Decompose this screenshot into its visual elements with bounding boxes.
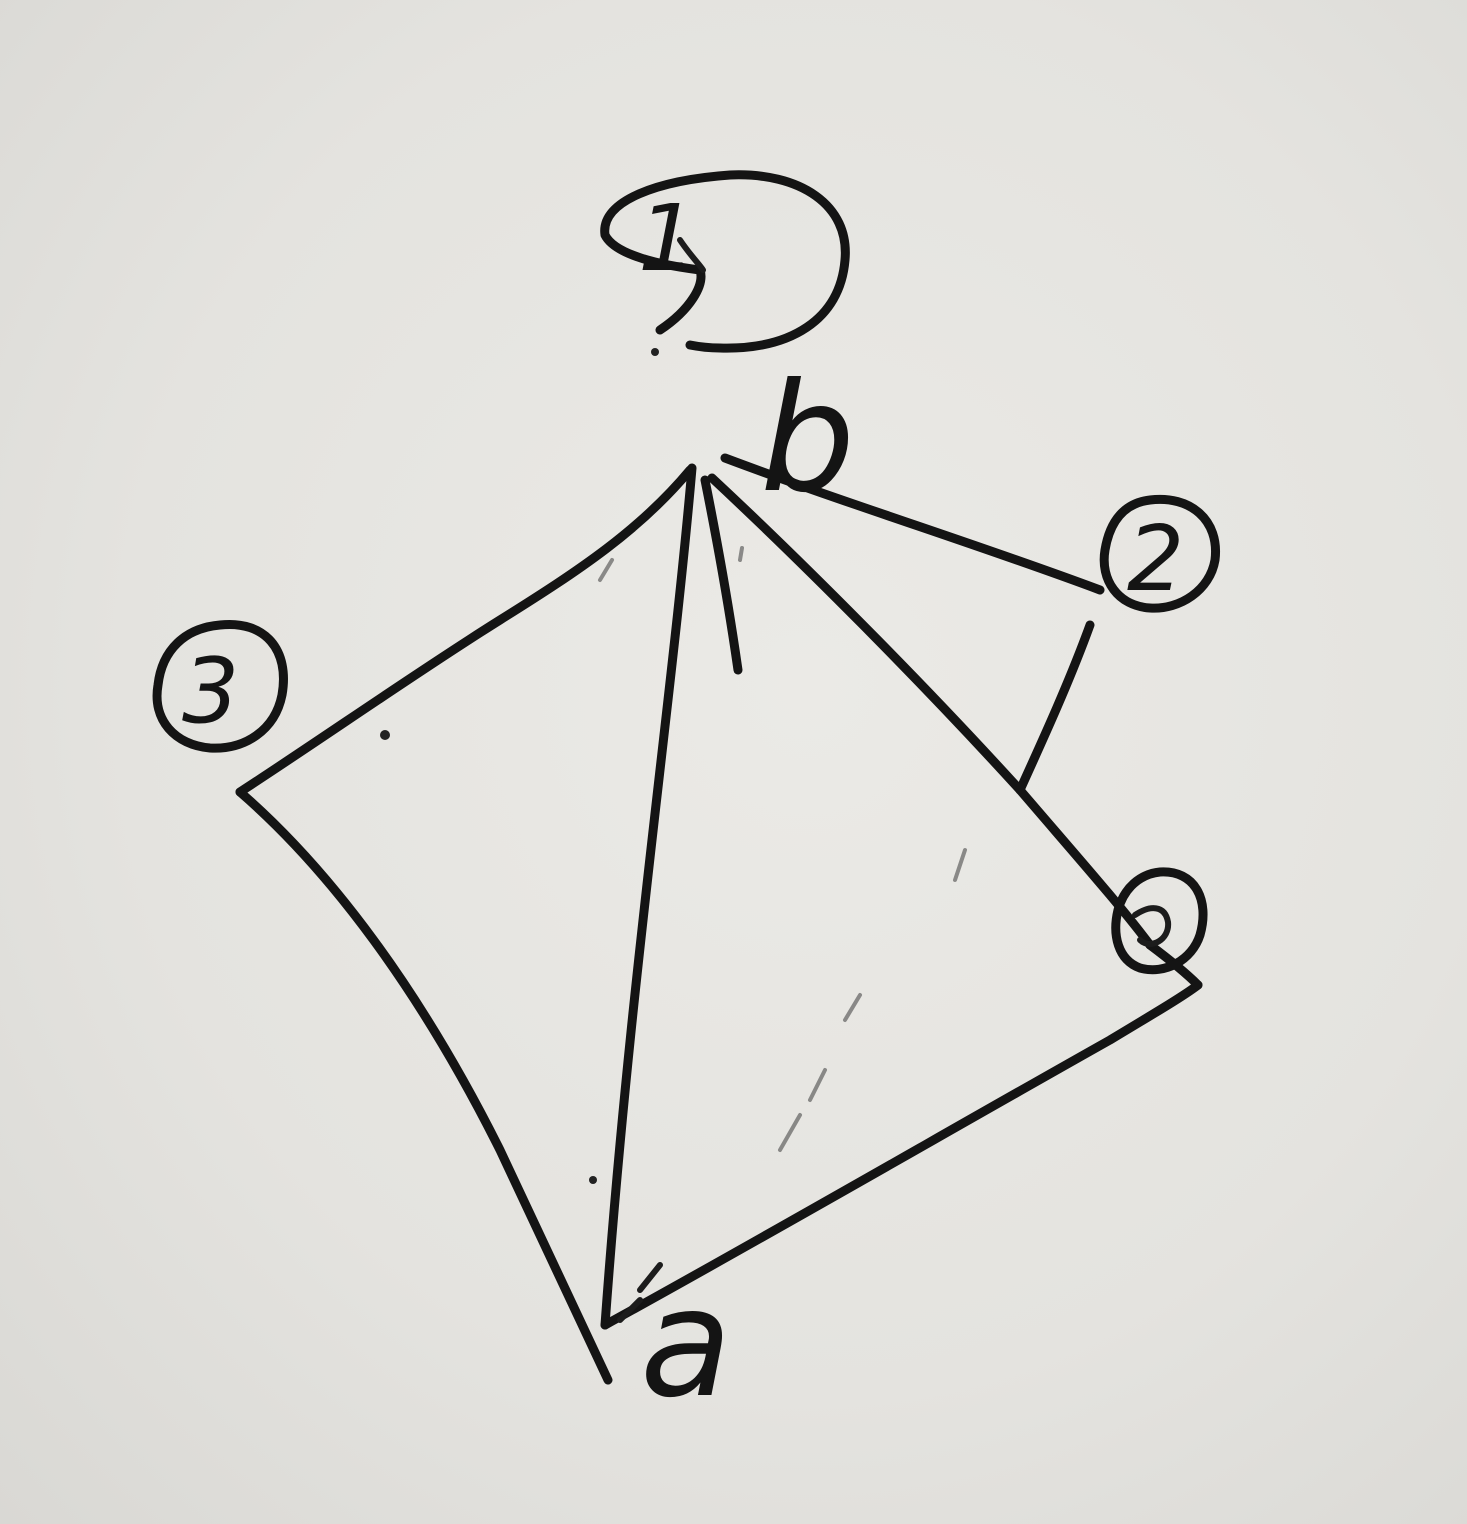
pencil-smudge: [808, 1068, 827, 1102]
pencil-smudge: [843, 993, 862, 1022]
edge-a-to-right-lower: [600, 980, 1203, 1330]
arrow-tick-a: [617, 1297, 643, 1323]
node-right-lower-scribble: [1132, 905, 1172, 947]
vertex-label-b: b: [760, 352, 855, 526]
node-2-label: 2: [1127, 507, 1184, 612]
edge-apex-inner-stroke: [700, 475, 743, 675]
edge-node-2-down: [1015, 620, 1095, 795]
edge-left-to-a: [235, 787, 613, 1385]
edge-left-to-apex: [235, 465, 695, 797]
node-right-lower-circle: [1111, 867, 1208, 975]
node-3-label: 3: [182, 639, 239, 744]
arrow-tick-a: [637, 1262, 663, 1293]
ink-dot: [589, 1176, 597, 1184]
node-2-circle: [1099, 494, 1221, 613]
ink-dot: [380, 730, 390, 740]
vertex-label-a: a: [640, 1257, 732, 1431]
node-1-label: 1: [638, 185, 697, 292]
edge-apex-to-a: [600, 463, 697, 1330]
pencil-smudge: [598, 558, 614, 582]
loop-arrowhead: [677, 237, 706, 273]
self-loop-node-1: [600, 170, 850, 353]
node-3-circle: [152, 619, 288, 753]
pencil-smudge: [738, 546, 744, 562]
pencil-smudge: [953, 848, 967, 882]
ink-dot: [651, 348, 659, 356]
edge-apex-to-node-2: [720, 453, 1105, 595]
pencil-smudge: [778, 1113, 802, 1152]
edge-apex-to-right-lower: [707, 473, 1155, 950]
